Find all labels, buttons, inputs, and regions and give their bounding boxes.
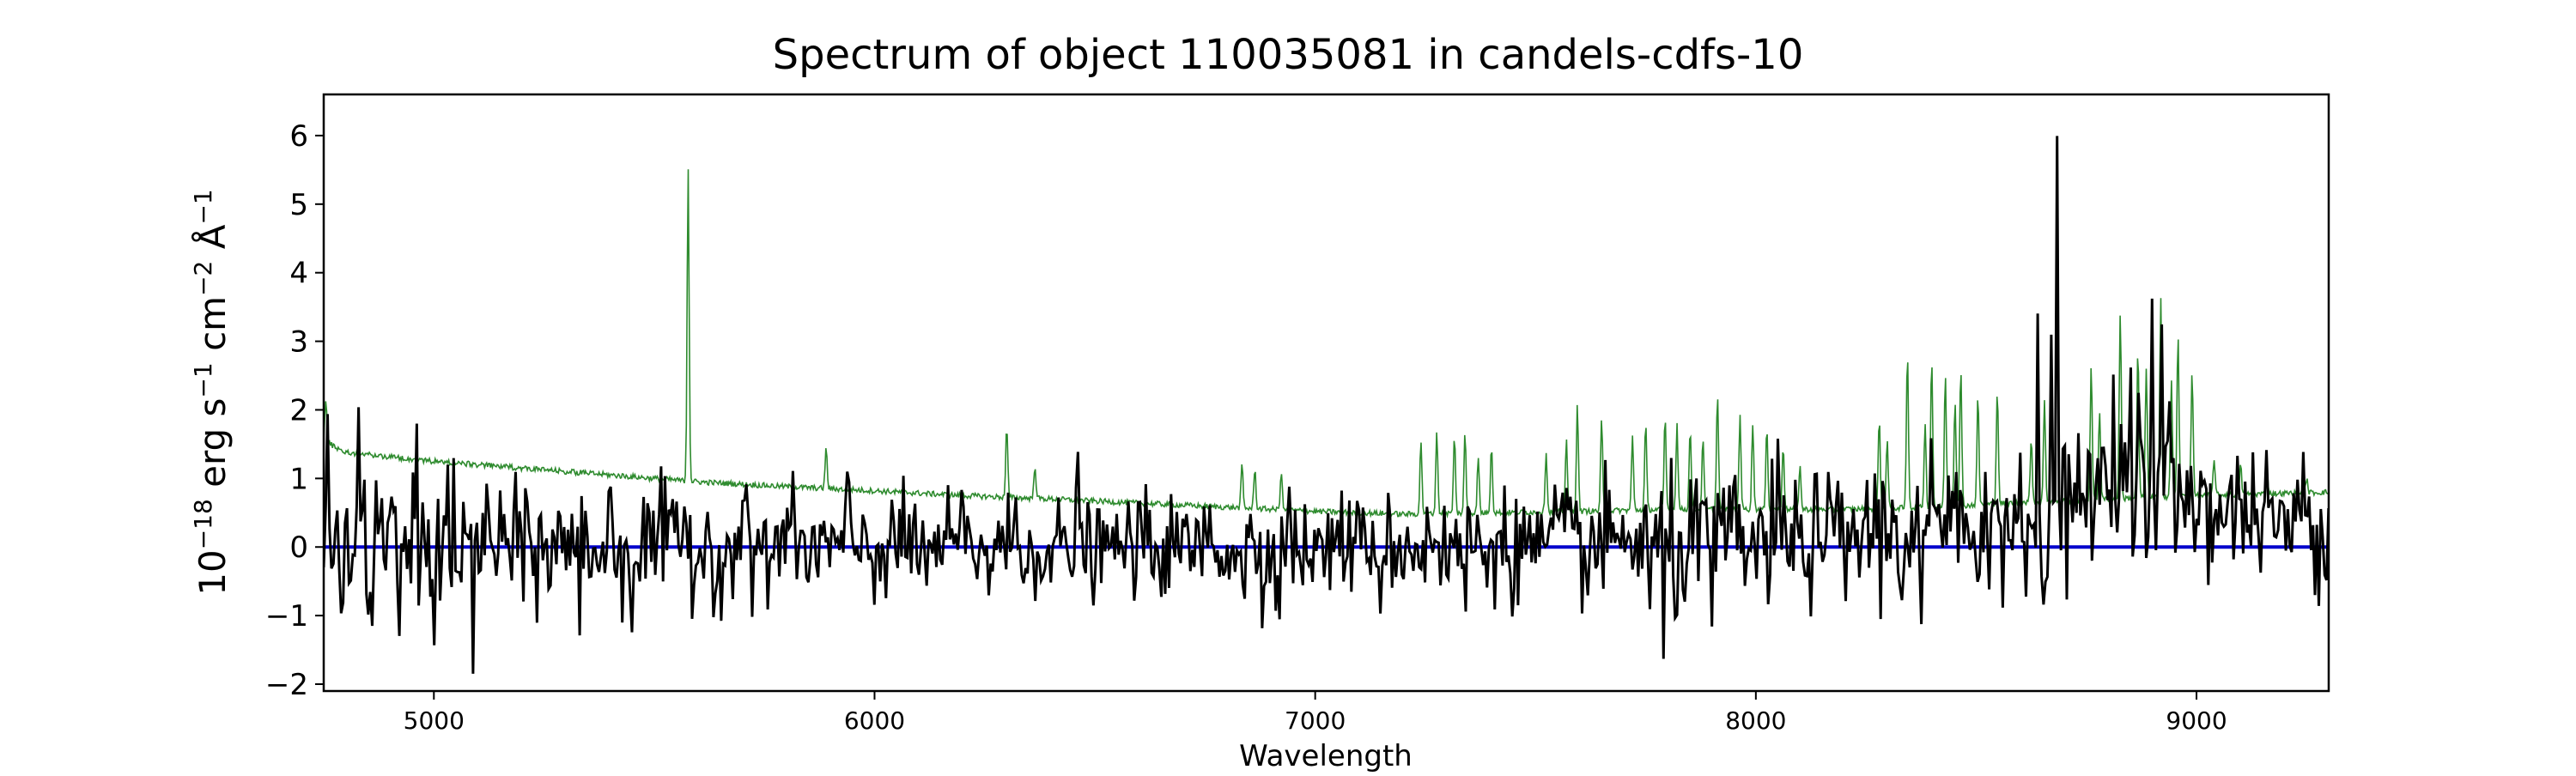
y-tick-label: 4 [289,257,308,291]
y-tick-label: 5 [289,188,308,222]
x-tick-label: 5000 [404,706,465,735]
error-spectrum-line [324,169,2329,519]
y-tick-label: −1 [265,599,308,634]
y-tick-label: −2 [265,668,308,702]
axes-frame [322,93,2330,693]
x-tick-label: 8000 [1725,706,1786,735]
plot-area [324,136,2329,674]
chart-title: Spectrum of object 110035081 in candels-… [773,31,1804,79]
y-axis-ticks: −2 −1 0 1 2 3 4 5 6 [265,119,324,702]
y-tick-label: 6 [289,119,308,154]
y-axis-label: 10−18 erg s−1 cm−2 Å−1 [189,189,234,595]
x-axis-label: Wavelength [1239,739,1413,773]
x-tick-label: 6000 [844,706,905,735]
y-tick-label: 3 [289,325,308,360]
x-tick-label: 7000 [1285,706,1346,735]
y-tick-label: 1 [289,462,308,496]
x-tick-label: 9000 [2166,706,2227,735]
flux-spectrum-line [324,136,2329,674]
y-tick-label: 0 [289,530,308,565]
x-axis-ticks: 5000 6000 7000 8000 9000 [404,691,2227,735]
y-tick-label: 2 [289,393,308,427]
